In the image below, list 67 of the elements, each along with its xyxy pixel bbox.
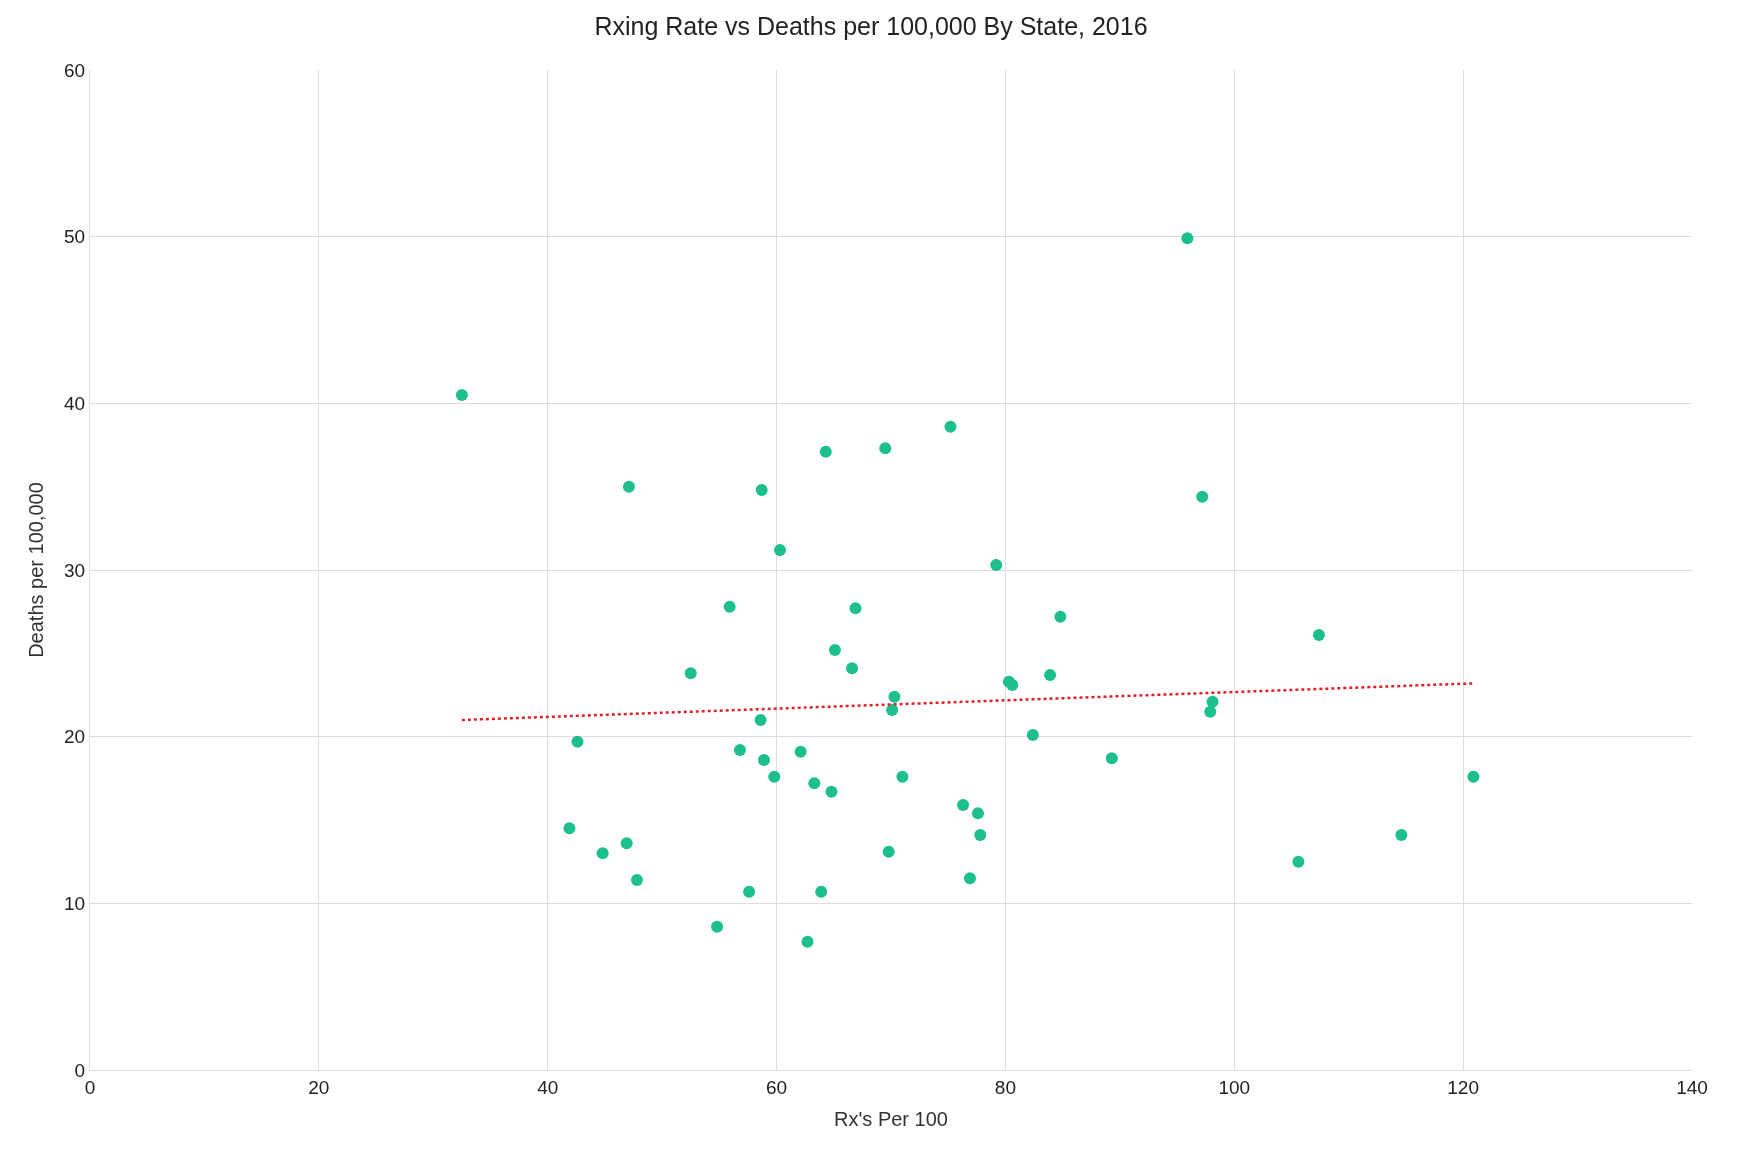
point bbox=[1054, 610, 1067, 623]
point bbox=[971, 807, 984, 820]
point bbox=[620, 837, 633, 850]
point bbox=[630, 874, 643, 886]
point bbox=[828, 644, 841, 656]
x-tick-label: 60 bbox=[766, 1076, 788, 1098]
point bbox=[754, 714, 767, 726]
point bbox=[974, 829, 987, 841]
x-tick-label: 120 bbox=[1447, 1076, 1479, 1098]
point bbox=[888, 690, 901, 703]
point bbox=[723, 600, 736, 613]
point bbox=[1206, 695, 1219, 708]
point bbox=[1105, 752, 1118, 765]
point bbox=[815, 885, 828, 898]
point bbox=[755, 484, 768, 496]
point bbox=[963, 872, 976, 885]
x-tick-label: 140 bbox=[1676, 1076, 1708, 1098]
point bbox=[768, 770, 781, 783]
point bbox=[1196, 490, 1209, 503]
point bbox=[825, 785, 838, 798]
y-tick-label: 60 bbox=[64, 59, 86, 81]
point bbox=[757, 754, 770, 766]
point bbox=[886, 704, 899, 716]
point bbox=[571, 735, 584, 748]
point bbox=[711, 920, 724, 933]
x-tick-label: 20 bbox=[308, 1076, 330, 1098]
point bbox=[1312, 629, 1325, 641]
x-tick-label: 40 bbox=[537, 1076, 559, 1098]
y-tick-label: 30 bbox=[64, 559, 86, 581]
point bbox=[846, 662, 859, 675]
point bbox=[733, 744, 746, 756]
point bbox=[455, 389, 468, 401]
point bbox=[819, 445, 832, 458]
x-axis-title: Rx's Per 100 bbox=[834, 1108, 948, 1131]
point bbox=[1292, 855, 1305, 868]
point bbox=[743, 885, 756, 898]
x-tick-label: 80 bbox=[994, 1076, 1016, 1098]
y-tick-label: 20 bbox=[64, 726, 86, 748]
y-tick-label: 10 bbox=[64, 892, 86, 914]
point bbox=[957, 799, 970, 811]
chart-title: Rxing Rate vs Deaths per 100,000 By State, 2016 bbox=[594, 11, 1148, 40]
point bbox=[1467, 770, 1480, 783]
y-tick-label: 50 bbox=[64, 226, 86, 248]
point bbox=[1044, 669, 1057, 681]
point bbox=[896, 770, 909, 783]
point bbox=[849, 602, 862, 615]
y-tick-label: 40 bbox=[64, 392, 86, 414]
point bbox=[622, 480, 635, 493]
y-tick-label: 0 bbox=[74, 1059, 86, 1081]
point bbox=[1026, 729, 1039, 741]
point bbox=[879, 442, 892, 455]
point bbox=[944, 420, 957, 433]
point bbox=[774, 544, 786, 556]
point bbox=[596, 847, 609, 860]
point bbox=[684, 667, 697, 680]
point bbox=[990, 559, 1003, 571]
point bbox=[563, 822, 576, 835]
point bbox=[1006, 679, 1019, 691]
point bbox=[801, 935, 814, 948]
point bbox=[794, 745, 807, 758]
point bbox=[1181, 232, 1194, 245]
point bbox=[1204, 705, 1217, 718]
point bbox=[808, 777, 821, 790]
point bbox=[1395, 829, 1408, 841]
x-tick-label: 100 bbox=[1218, 1076, 1251, 1098]
y-axis-title: Deaths per 100,000 bbox=[24, 482, 47, 658]
point bbox=[882, 845, 895, 858]
